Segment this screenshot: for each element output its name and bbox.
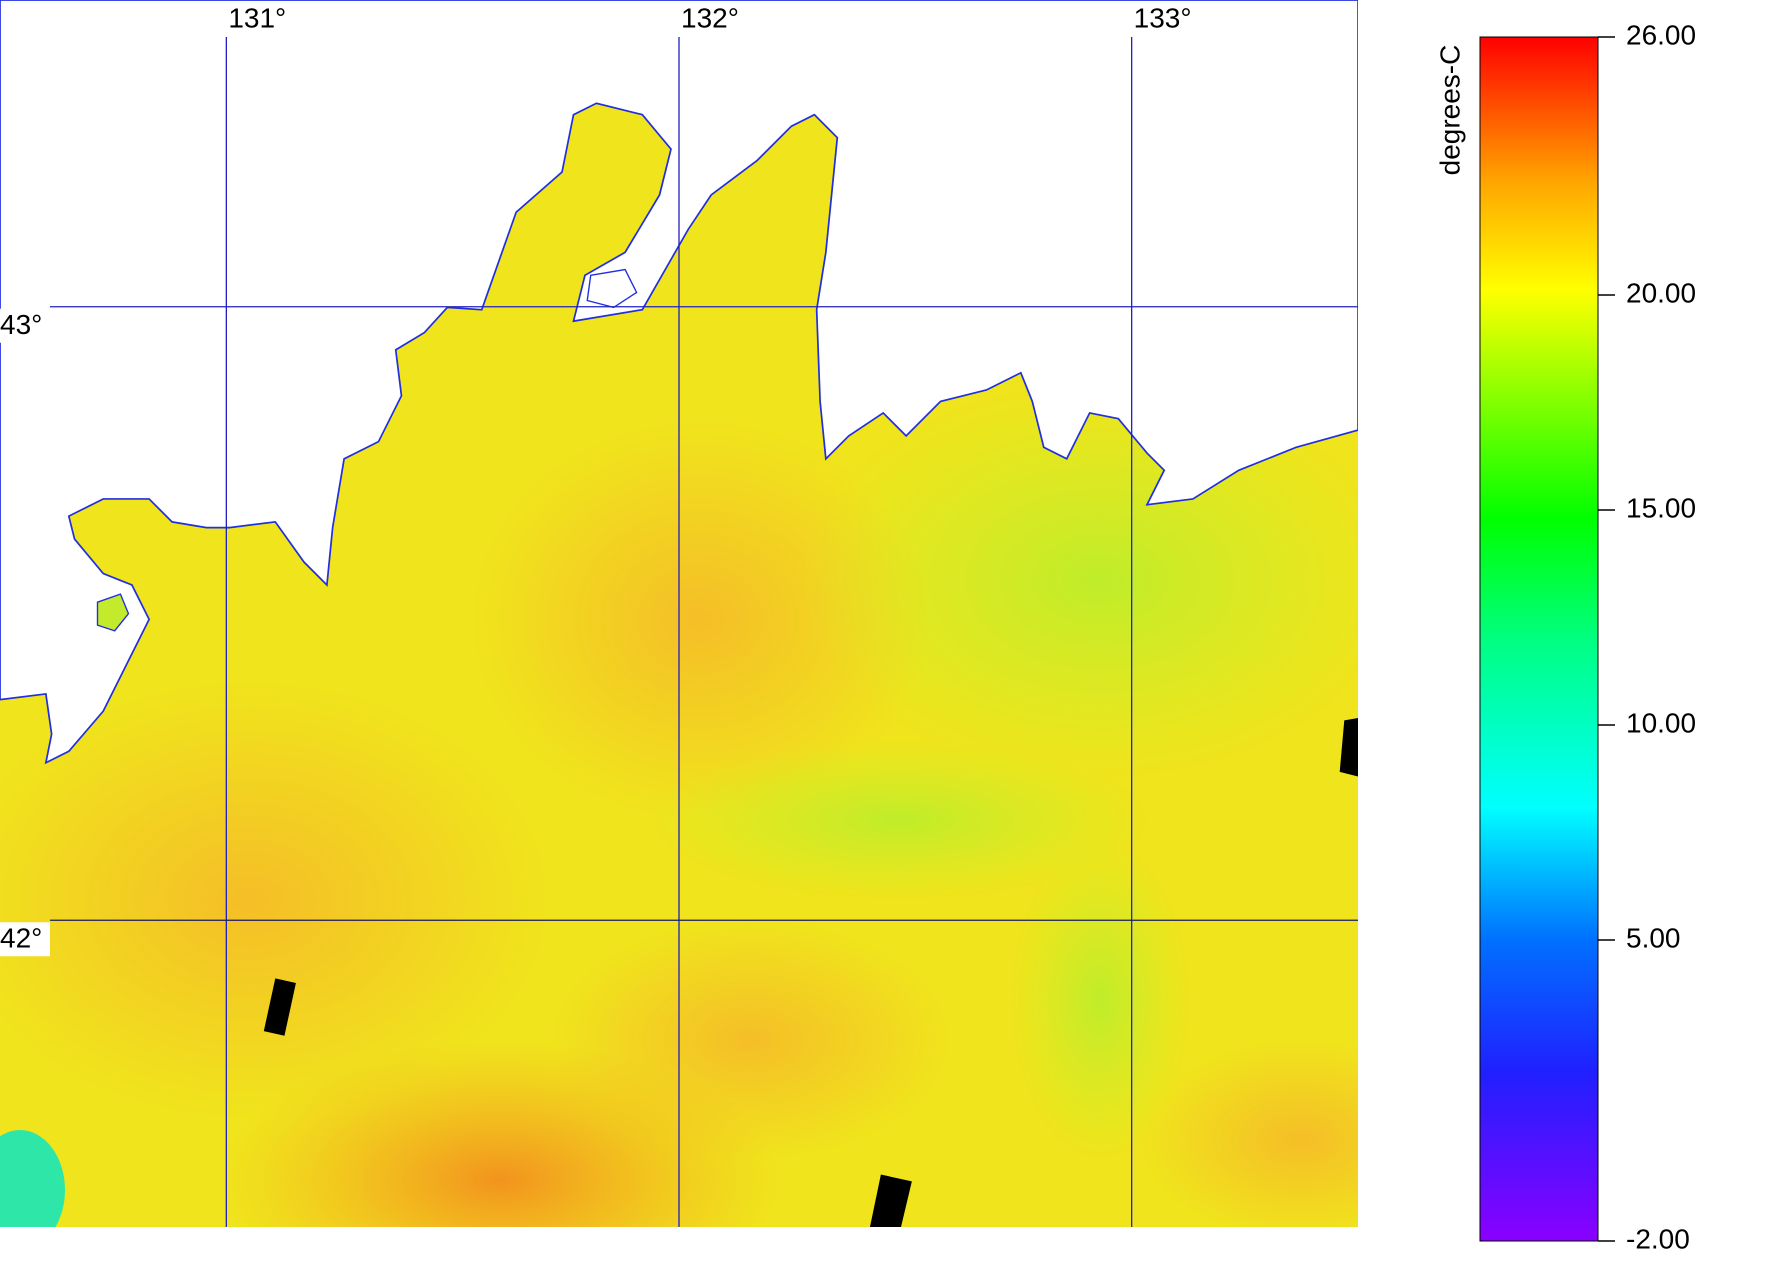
no-data-swath xyxy=(1339,718,1358,777)
lat-label: 42° xyxy=(0,923,42,954)
lon-label: 132° xyxy=(681,2,739,33)
no-data-swath xyxy=(869,1174,912,1227)
no-data-swath xyxy=(263,978,296,1036)
island xyxy=(96,593,130,632)
cool-patch xyxy=(1010,840,1190,1160)
lat-label: 43° xyxy=(0,309,42,340)
land xyxy=(0,0,1358,765)
warm-patch xyxy=(550,920,950,1160)
graticule: 131° 132° 133° 43° 42° xyxy=(0,2,1358,1227)
colorbar-tick-label: 26.00 xyxy=(1626,19,1696,50)
colorbar-tick-label: 10.00 xyxy=(1626,707,1696,738)
lat-label-bg xyxy=(0,922,50,957)
colorbar-ticks: 26.00 20.00 15.00 10.00 5.00 -2.00 xyxy=(1598,19,1696,1254)
colorbar-label: degrees-C xyxy=(1434,45,1465,176)
sst-map xyxy=(0,0,1358,1227)
lon-label: 133° xyxy=(1134,2,1192,33)
lon-label: 131° xyxy=(228,2,286,33)
cool-patch xyxy=(0,1130,65,1227)
colorbar-tick-label: 5.00 xyxy=(1626,922,1681,953)
island xyxy=(586,268,638,309)
warm-patch xyxy=(0,680,550,1120)
lat-label-bg xyxy=(0,308,50,343)
colorbar xyxy=(1479,36,1599,1242)
colorbar-tick-label: 20.00 xyxy=(1626,277,1696,308)
cool-patch xyxy=(650,740,1150,900)
colorbar-tick-label: -2.00 xyxy=(1626,1223,1690,1254)
colorbar-tick-label: 15.00 xyxy=(1626,492,1696,523)
warm-patch xyxy=(1140,1040,1358,1227)
